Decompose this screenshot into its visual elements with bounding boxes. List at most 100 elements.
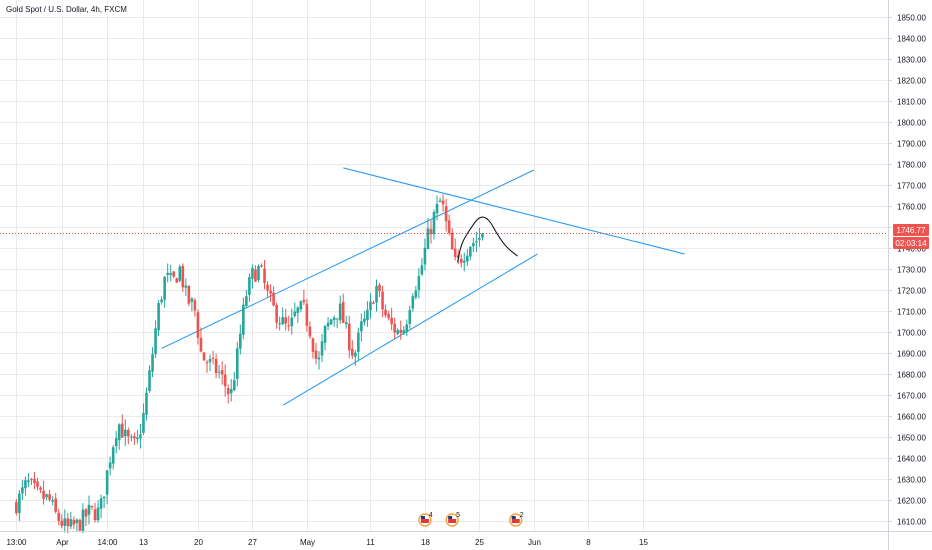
- trendline-upper-channel[interactable]: [161, 169, 535, 349]
- candle: [145, 387, 148, 421]
- candle: [27, 473, 30, 488]
- candle: [435, 195, 439, 221]
- candle: [36, 477, 39, 491]
- candle: [18, 490, 21, 521]
- candle: [302, 289, 306, 306]
- y-tick-label: 1840.00: [897, 35, 926, 44]
- event-marker[interactable]: 2: [509, 512, 524, 527]
- candle: [275, 302, 278, 329]
- candle: [24, 476, 27, 496]
- candle: [414, 285, 418, 300]
- x-tick-label: Apr: [56, 538, 69, 547]
- candle: [475, 231, 478, 253]
- candle: [30, 477, 33, 486]
- candle: [314, 342, 318, 365]
- candle: [329, 318, 333, 326]
- candle: [235, 341, 239, 387]
- candle: [96, 500, 100, 523]
- candle: [248, 273, 251, 302]
- time-axis[interactable]: 13:00 Apr 14:00 13 20 27 May 11 18 25 Jun 8 15: [6, 538, 648, 547]
- candle: [447, 214, 451, 236]
- candle: [305, 299, 309, 332]
- candle: [196, 309, 200, 345]
- candle: [208, 354, 212, 372]
- candle: [229, 379, 233, 402]
- event-count: 5: [456, 512, 460, 519]
- candle: [142, 403, 145, 435]
- candle: [432, 209, 436, 240]
- trendline-descending-resistance[interactable]: [343, 167, 685, 255]
- y-tick-label: 1820.00: [897, 77, 926, 86]
- candle: [154, 320, 157, 358]
- candle: [375, 279, 378, 312]
- economic-events[interactable]: 4 5 2: [418, 512, 524, 527]
- candle: [317, 351, 321, 370]
- x-tick-label: 27: [248, 538, 257, 547]
- x-tick-label: 15: [639, 538, 648, 547]
- candle: [393, 317, 396, 340]
- candle: [60, 514, 64, 529]
- x-tick-label: 18: [421, 538, 430, 547]
- y-tick-label: 1830.00: [897, 56, 926, 65]
- y-tick-label: 1800.00: [897, 119, 926, 128]
- candle: [54, 493, 57, 514]
- candle: [405, 319, 409, 337]
- event-marker[interactable]: 4: [418, 512, 433, 527]
- candle: [184, 278, 188, 296]
- candle: [481, 232, 484, 241]
- candle: [39, 485, 42, 494]
- candle: [127, 427, 130, 445]
- event-count: 2: [520, 512, 524, 519]
- candle: [175, 277, 179, 283]
- y-tick-label: 1700.00: [897, 329, 926, 338]
- candle: [472, 237, 475, 253]
- y-tick-label: 1790.00: [897, 140, 926, 149]
- candle: [202, 352, 206, 361]
- event-count: 4: [429, 512, 433, 519]
- candle: [469, 246, 472, 261]
- event-marker[interactable]: 5: [445, 512, 460, 527]
- candle: [205, 359, 209, 373]
- candle: [217, 364, 221, 379]
- candle: [390, 307, 393, 331]
- us-flag-event-icon: [509, 513, 523, 527]
- candle: [172, 271, 176, 279]
- candle: [426, 217, 430, 250]
- candle: [63, 509, 67, 533]
- candle: [254, 265, 257, 282]
- candle: [136, 429, 139, 444]
- trendline-lower-channel[interactable]: [283, 253, 538, 406]
- last-price-label: 1746.77: [897, 226, 926, 235]
- y-tick-label: 1650.00: [897, 434, 926, 443]
- candle: [396, 328, 399, 336]
- candle: [90, 505, 94, 510]
- candle: [211, 350, 215, 365]
- x-tick-label: 8: [586, 538, 591, 547]
- trendlines[interactable]: [161, 167, 685, 406]
- price-axis[interactable]: 1610.00 1620.00 1630.00 1640.00 1650.00 1660.…: [888, 14, 926, 527]
- x-tick-label: 20: [194, 538, 203, 547]
- candle: [105, 470, 109, 505]
- candle: [133, 432, 136, 446]
- candle: [423, 238, 427, 271]
- candle: [260, 263, 263, 268]
- candle: [311, 337, 315, 359]
- candle: [478, 227, 481, 247]
- candle: [57, 508, 61, 526]
- us-flag-event-icon: [445, 513, 459, 527]
- candle: [378, 282, 381, 298]
- us-flag-event-icon: [418, 513, 432, 527]
- candle: [117, 423, 121, 450]
- candle: [459, 254, 463, 268]
- candle: [75, 518, 79, 532]
- candle: [381, 285, 384, 318]
- x-tick-label: 14:00: [97, 538, 118, 547]
- candle: [384, 304, 387, 318]
- candle: [372, 300, 375, 305]
- candlesticks: [15, 194, 484, 534]
- candle: [193, 297, 197, 317]
- candle: [354, 350, 357, 366]
- y-tick-label: 1620.00: [897, 497, 926, 506]
- candle: [33, 472, 36, 490]
